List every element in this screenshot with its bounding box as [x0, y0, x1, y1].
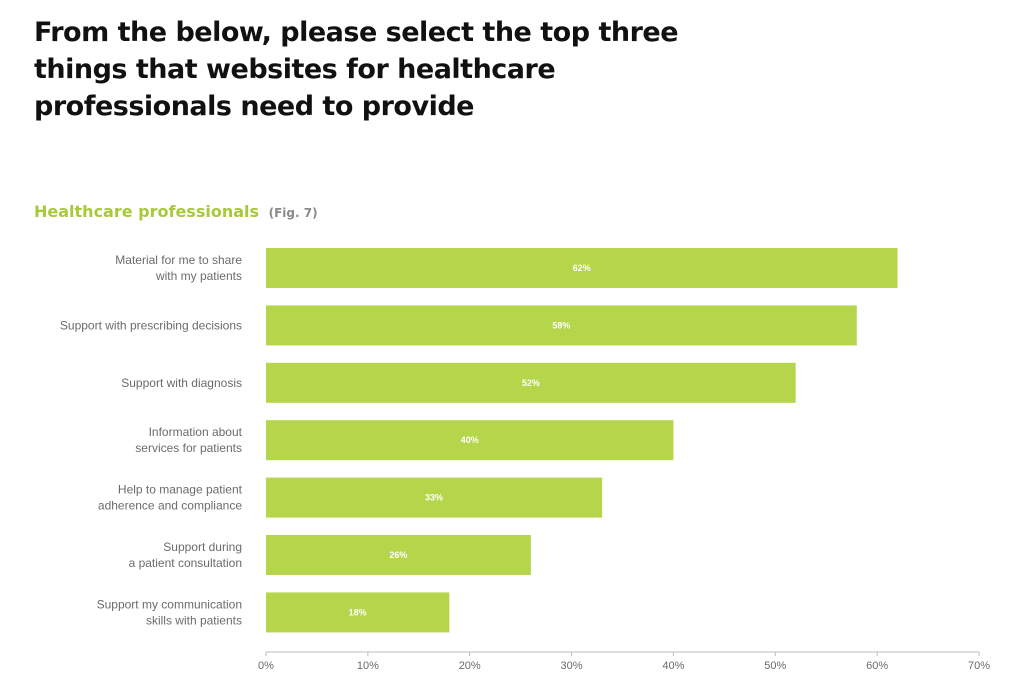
category-label-line: a patient consultation	[129, 556, 242, 570]
x-tick-label-4: 40%	[662, 660, 684, 672]
subtitle-text: Healthcare professionals	[34, 202, 260, 221]
value-label-2: 52%	[522, 378, 540, 388]
category-label-0: Material for me to share with my patients	[115, 253, 242, 283]
category-label-5: Support during a patient consultation	[129, 540, 242, 570]
bar-0	[266, 248, 898, 288]
bar-2	[266, 362, 796, 403]
category-label-line: Support my communication	[97, 597, 242, 611]
value-label-5: 26%	[389, 550, 407, 560]
x-tick-label-0: 0%	[258, 660, 274, 672]
bar-5	[266, 535, 531, 575]
bar-1	[266, 305, 857, 346]
category-label-6: Support my communication skills with pati…	[97, 597, 242, 627]
category-label-4: Help to manage patient adherence and comp…	[98, 483, 243, 513]
value-label-1: 58%	[552, 320, 570, 330]
category-label-line: adherence and compliance	[98, 499, 242, 513]
x-tick-label-2: 20%	[459, 660, 481, 672]
category-label-3: Information about services for patients	[135, 425, 242, 455]
category-label-line: Support with diagnosis	[121, 376, 242, 390]
category-label-line: Help to manage patient	[118, 483, 243, 497]
category-label-line: with my patients	[155, 269, 242, 283]
x-tick-label-5: 50%	[764, 660, 786, 672]
x-tick-label-7: 70%	[968, 660, 990, 672]
category-label-line: skills with patients	[146, 613, 242, 627]
bar-6	[266, 592, 450, 633]
category-label-line: Support with prescribing decisions	[60, 318, 242, 332]
value-label-4: 33%	[425, 493, 443, 503]
category-label-line: Support during	[163, 540, 242, 554]
figure-number: (Fig. 7)	[268, 206, 318, 220]
category-label-1: Support with prescribing decisions	[60, 318, 242, 332]
chart-subtitle: Healthcare professionals (Fig. 7)	[34, 202, 318, 221]
chart-headline: From the below, please select the top th…	[34, 17, 679, 122]
category-label-line: Material for me to share	[115, 253, 242, 267]
x-tick-label-1: 10%	[357, 660, 379, 672]
category-label-line: services for patients	[135, 441, 242, 455]
x-tick-label-6: 60%	[866, 660, 888, 672]
x-tick-label-3: 30%	[561, 660, 583, 672]
category-label-2: Support with diagnosis	[121, 376, 242, 390]
category-label-line: Information about	[149, 425, 243, 439]
value-label-6: 18%	[349, 607, 367, 617]
value-label-0: 62%	[573, 263, 591, 273]
value-label-3: 40%	[461, 435, 479, 445]
bar-3	[266, 420, 674, 461]
bar-4	[266, 477, 603, 518]
